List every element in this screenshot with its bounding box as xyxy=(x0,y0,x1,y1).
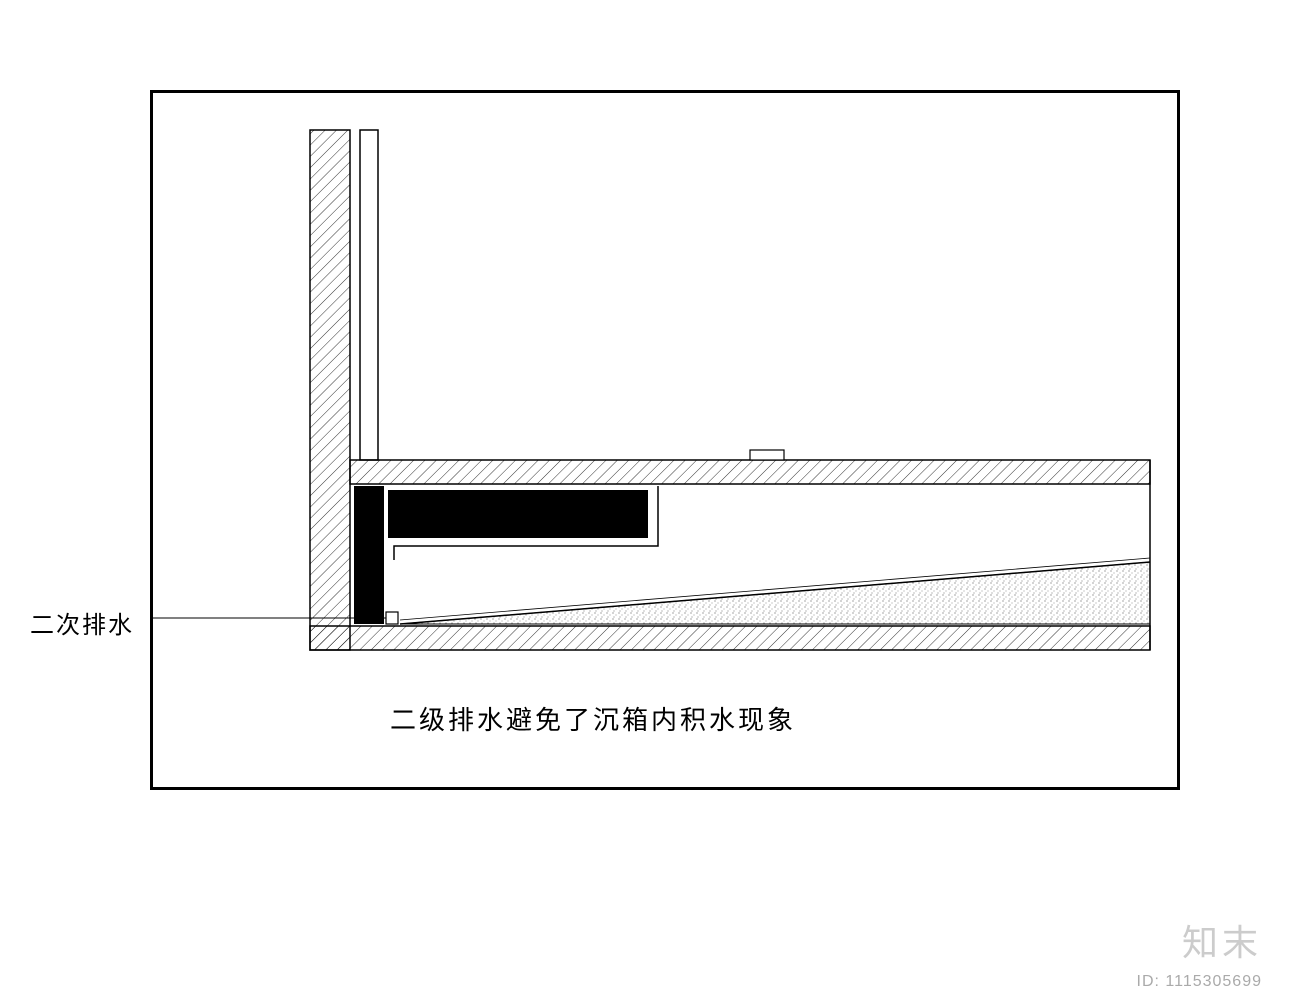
wall-vertical xyxy=(310,130,350,650)
watermark-brand: 知末 xyxy=(1182,914,1262,966)
bottom-slab xyxy=(310,626,1150,650)
pipe-vertical xyxy=(360,130,378,460)
small-drain-box xyxy=(386,612,398,624)
diagram-caption: 二级排水避免了沉箱内积水现象 xyxy=(390,700,796,737)
black-left-column xyxy=(354,486,384,624)
black-block xyxy=(388,490,648,538)
floor-top-slab xyxy=(350,460,1150,484)
watermark-id: ID: 1115305699 xyxy=(1137,973,1263,991)
label-secondary-drainage: 二次排水 xyxy=(30,605,134,640)
diagram-container xyxy=(150,90,1180,790)
small-drain-top xyxy=(750,450,784,460)
cad-diagram xyxy=(150,90,1180,790)
